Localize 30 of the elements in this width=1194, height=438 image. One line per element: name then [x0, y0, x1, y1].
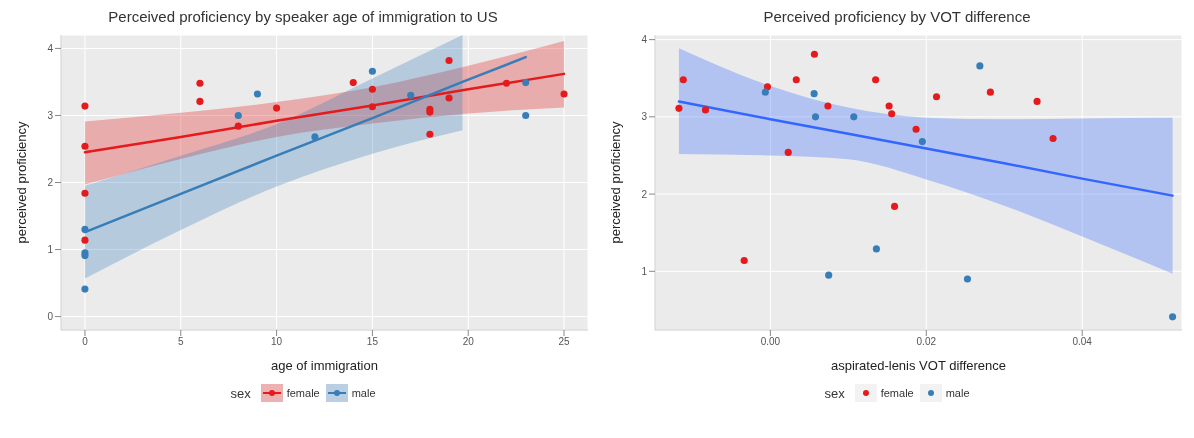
legend-title: sex: [824, 385, 845, 401]
legend-label: male: [351, 387, 376, 399]
chart-title: Perceived proficiency by VOT difference: [762, 8, 1032, 27]
x-tick-label: 0.02: [916, 336, 937, 348]
x-axis-title: aspirated-lenis VOT difference: [830, 358, 1007, 373]
x-tick-label: 20: [462, 336, 475, 348]
y-tick-label: 1: [641, 265, 648, 277]
x-tick-label: 25: [558, 336, 571, 348]
y-tick-label: 2: [47, 177, 54, 189]
legend-label: male: [945, 387, 970, 399]
y-tick-label: 1: [47, 244, 54, 256]
y-tick-label: 0: [47, 311, 54, 323]
x-tick-label: 15: [366, 336, 379, 348]
x-axis-title: age of immigration: [271, 358, 378, 373]
y-tick-label: 2: [641, 188, 648, 200]
y-tick-label: 3: [641, 111, 648, 123]
y-tick-label: 3: [47, 110, 54, 121]
legend-title: sex: [230, 385, 251, 401]
y-axis-title: perceived proficiency: [13, 120, 29, 244]
x-tick-label: 0: [82, 336, 89, 348]
y-tick-label: 4: [641, 34, 648, 46]
x-tick-label: 10: [271, 336, 283, 348]
y-tick-label: 4: [47, 42, 54, 54]
x-tick-label: 0.00: [760, 336, 781, 348]
legend-label: female: [880, 387, 914, 399]
y-axis-title: perceived proficiency: [607, 120, 623, 244]
chart-title: Perceived proficiency by speaker age of immigration to US: [107, 8, 499, 27]
x-tick-label: 5: [177, 336, 184, 348]
legend-label: female: [286, 387, 320, 399]
x-tick-label: 0.04: [1072, 336, 1093, 348]
